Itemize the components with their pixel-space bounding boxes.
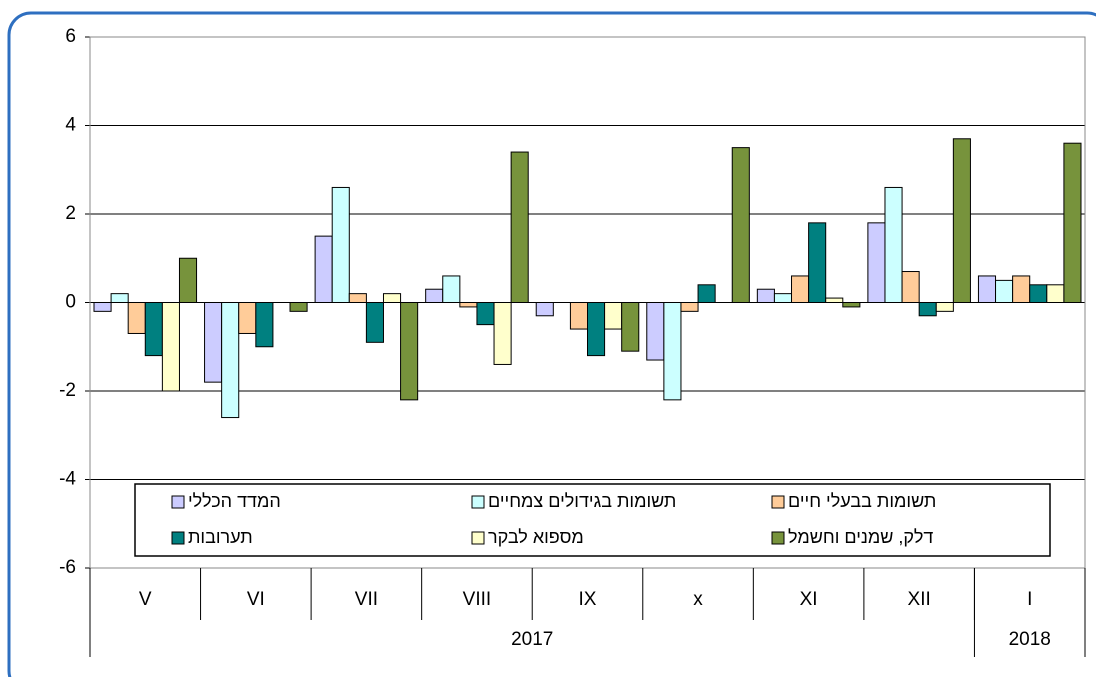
bar xyxy=(127,302,146,334)
bar xyxy=(867,222,886,304)
bar xyxy=(731,147,750,303)
bar xyxy=(621,302,640,352)
legend-label: המדד הכללי xyxy=(188,491,281,511)
x-tick-label: VII xyxy=(355,589,378,610)
legend-swatch xyxy=(471,531,485,545)
y-tick-label: -2 xyxy=(59,380,76,401)
legend-swatch xyxy=(771,531,785,545)
bar xyxy=(221,302,240,419)
bar xyxy=(459,302,478,308)
bar xyxy=(825,297,844,304)
y-tick-label: 4 xyxy=(65,115,76,136)
y-tick-label: -6 xyxy=(59,557,76,578)
bar xyxy=(569,302,589,330)
legend-label: תערובות xyxy=(188,527,253,547)
bar xyxy=(400,302,419,401)
bar xyxy=(680,302,699,312)
bar xyxy=(476,302,495,326)
bar xyxy=(901,271,920,303)
bar xyxy=(425,288,444,304)
bar xyxy=(756,288,775,304)
bar xyxy=(1063,142,1082,303)
legend-label: דלק, שמנים וחשמל xyxy=(788,527,933,547)
legend-swatch xyxy=(771,495,785,509)
x-tick-label: I xyxy=(1027,589,1032,610)
bar xyxy=(510,151,529,303)
bar xyxy=(493,302,512,365)
x-tick-label: XI xyxy=(800,589,818,610)
legend-swatch xyxy=(471,495,485,509)
legend-label: תשומות בגידולים צמחיים xyxy=(488,491,676,511)
x-tick-label: IX xyxy=(579,589,597,610)
bar xyxy=(884,186,903,303)
legend-box xyxy=(134,483,1051,557)
bar xyxy=(442,275,461,304)
bar xyxy=(93,302,112,312)
bar xyxy=(348,293,367,303)
bar xyxy=(204,302,223,383)
group-label: 2017 xyxy=(511,629,553,650)
bar xyxy=(161,302,180,392)
bar xyxy=(178,257,198,303)
bar xyxy=(791,275,810,304)
bar xyxy=(331,186,350,303)
bar xyxy=(977,275,997,304)
y-tick-label: 6 xyxy=(65,26,76,47)
bar xyxy=(535,302,554,317)
bar xyxy=(382,293,402,303)
bar xyxy=(773,293,793,303)
y-tick-label: 0 xyxy=(65,292,76,313)
x-tick-label: XII xyxy=(908,589,931,610)
bar xyxy=(1046,284,1065,303)
bar xyxy=(1029,284,1048,303)
bar xyxy=(604,302,623,330)
bar xyxy=(808,222,827,304)
group-label: 2018 xyxy=(1009,629,1051,650)
x-tick-label: x xyxy=(693,589,703,610)
bar xyxy=(110,293,129,303)
bar xyxy=(918,302,937,317)
legend-label: מספוא לבקר xyxy=(488,527,584,547)
legend-swatch xyxy=(171,531,185,545)
bar xyxy=(842,302,861,308)
y-tick-label: -4 xyxy=(59,469,76,490)
y-tick-label: 2 xyxy=(65,203,76,224)
bar xyxy=(255,302,274,348)
bar xyxy=(646,302,665,361)
bar xyxy=(952,138,971,303)
bar xyxy=(314,235,333,303)
bar xyxy=(238,302,257,334)
bar xyxy=(1012,275,1031,304)
bar xyxy=(995,279,1014,303)
plot-border xyxy=(89,36,1086,569)
bar xyxy=(663,302,682,401)
legend-swatch xyxy=(171,495,185,509)
bar xyxy=(365,302,384,343)
bar xyxy=(289,302,308,312)
bar xyxy=(935,302,954,312)
x-tick-label: VI xyxy=(247,589,265,610)
bar xyxy=(144,302,163,357)
legend-label: תשומות בבעלי חיים xyxy=(788,491,936,511)
x-tick-label: VIII xyxy=(463,589,492,610)
x-tick-label: V xyxy=(139,589,152,610)
bar xyxy=(697,284,716,303)
bar xyxy=(587,302,606,357)
